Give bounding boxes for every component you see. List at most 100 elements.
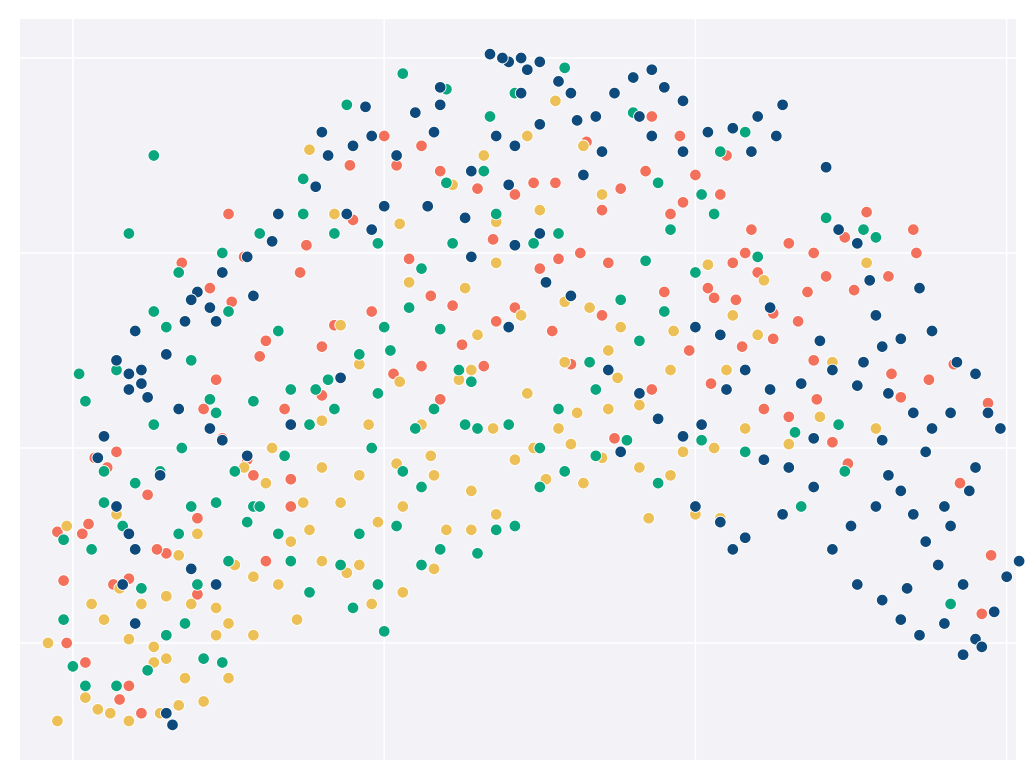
point-s2-66 (371, 578, 385, 591)
point-s0-90 (602, 256, 615, 270)
point-s0-33 (113, 693, 126, 706)
point-s2-56 (658, 305, 671, 318)
point-s1-43 (707, 441, 721, 455)
point-s0-97 (222, 207, 235, 221)
point-s3-97 (969, 461, 982, 474)
point-s0-110 (782, 237, 796, 250)
point-s2-10 (415, 262, 428, 275)
point-s2-82 (371, 237, 385, 250)
point-s3-99 (944, 519, 957, 533)
point-s1-14 (489, 256, 503, 270)
point-s2-18 (175, 441, 189, 455)
point-s3-108 (851, 578, 864, 591)
point-s2-8 (402, 301, 416, 314)
point-s2-54 (751, 250, 764, 264)
point-s1-37 (614, 320, 627, 334)
point-s2-38 (409, 422, 422, 435)
point-s2-33 (278, 449, 291, 463)
point-s2-128 (465, 375, 478, 388)
point-s3-147 (334, 371, 347, 385)
point-s2-13 (353, 348, 366, 361)
point-s2-41 (502, 418, 515, 431)
point-s3-101 (919, 535, 932, 548)
point-s0-84 (922, 373, 936, 386)
point-s3-87 (807, 432, 820, 445)
point-s3-50 (172, 402, 185, 416)
point-s2-88 (707, 207, 721, 221)
point-s3-121 (875, 433, 889, 447)
point-s2-31 (222, 554, 235, 568)
point-s2-7 (446, 237, 459, 250)
point-s1-70 (303, 523, 316, 537)
point-s3-60 (676, 145, 690, 158)
point-s2-16 (247, 394, 260, 408)
point-s3-133 (714, 328, 727, 342)
point-s3-12 (658, 81, 671, 94)
point-s0-19 (110, 445, 123, 459)
point-s3-2 (514, 51, 528, 65)
point-s2-60 (533, 480, 547, 494)
point-s0-72 (810, 393, 824, 406)
point-s2-69 (303, 586, 316, 599)
point-s2-49 (714, 145, 727, 158)
point-s1-109 (97, 613, 111, 626)
point-s0-55 (608, 432, 621, 445)
point-s1-60 (247, 570, 260, 583)
point-s0-69 (729, 293, 743, 307)
point-s2-111 (209, 496, 223, 509)
point-s1-85 (85, 597, 98, 611)
point-s2-79 (253, 227, 266, 240)
point-s1-54 (122, 632, 136, 646)
point-s3-155 (160, 706, 173, 720)
point-s0-116 (673, 129, 687, 143)
point-s1-38 (583, 301, 596, 314)
point-s3-151 (857, 355, 870, 369)
point-s0-66 (910, 246, 923, 260)
point-s3-75 (813, 334, 827, 348)
point-s1-82 (51, 714, 64, 728)
point-s1-94 (642, 511, 655, 525)
point-s3-154 (956, 578, 970, 591)
point-s1-106 (209, 601, 223, 615)
point-s1-110 (471, 328, 484, 342)
point-s3-62 (726, 121, 740, 135)
plot-background (20, 19, 1016, 760)
point-s3-140 (247, 289, 260, 303)
point-s1-12 (595, 188, 609, 201)
point-s1-11 (577, 139, 590, 153)
point-s0-27 (141, 488, 154, 502)
point-s2-107 (72, 367, 86, 381)
point-s0-57 (714, 188, 727, 201)
point-s2-86 (552, 227, 565, 240)
point-s2-98 (353, 527, 366, 541)
point-s3-48 (209, 578, 223, 591)
point-s1-2 (393, 217, 406, 231)
point-s0-6 (259, 334, 273, 348)
point-s2-97 (377, 625, 391, 638)
point-s1-78 (122, 714, 136, 728)
point-s3-5 (496, 51, 509, 65)
point-s3-37 (135, 363, 148, 377)
point-s3-56 (433, 81, 447, 94)
point-s1-33 (757, 274, 771, 287)
point-s2-68 (334, 558, 347, 572)
point-s0-15 (259, 554, 273, 568)
point-s0-9 (203, 281, 217, 295)
point-s2-40 (458, 418, 472, 431)
point-s3-53 (359, 100, 372, 114)
point-s2-119 (452, 363, 466, 377)
point-s0-86 (745, 223, 758, 236)
point-s1-68 (440, 523, 453, 537)
point-s1-21 (371, 515, 385, 529)
point-s2-35 (328, 402, 341, 416)
point-s3-130 (602, 363, 615, 377)
point-s2-94 (620, 433, 634, 447)
point-s3-86 (782, 461, 796, 474)
point-s1-58 (184, 597, 198, 611)
point-s3-67 (819, 160, 833, 174)
point-s2-48 (695, 188, 708, 201)
point-s0-100 (278, 402, 291, 416)
point-s2-72 (228, 465, 242, 478)
point-s1-113 (577, 476, 590, 490)
point-s1-111 (521, 387, 534, 400)
